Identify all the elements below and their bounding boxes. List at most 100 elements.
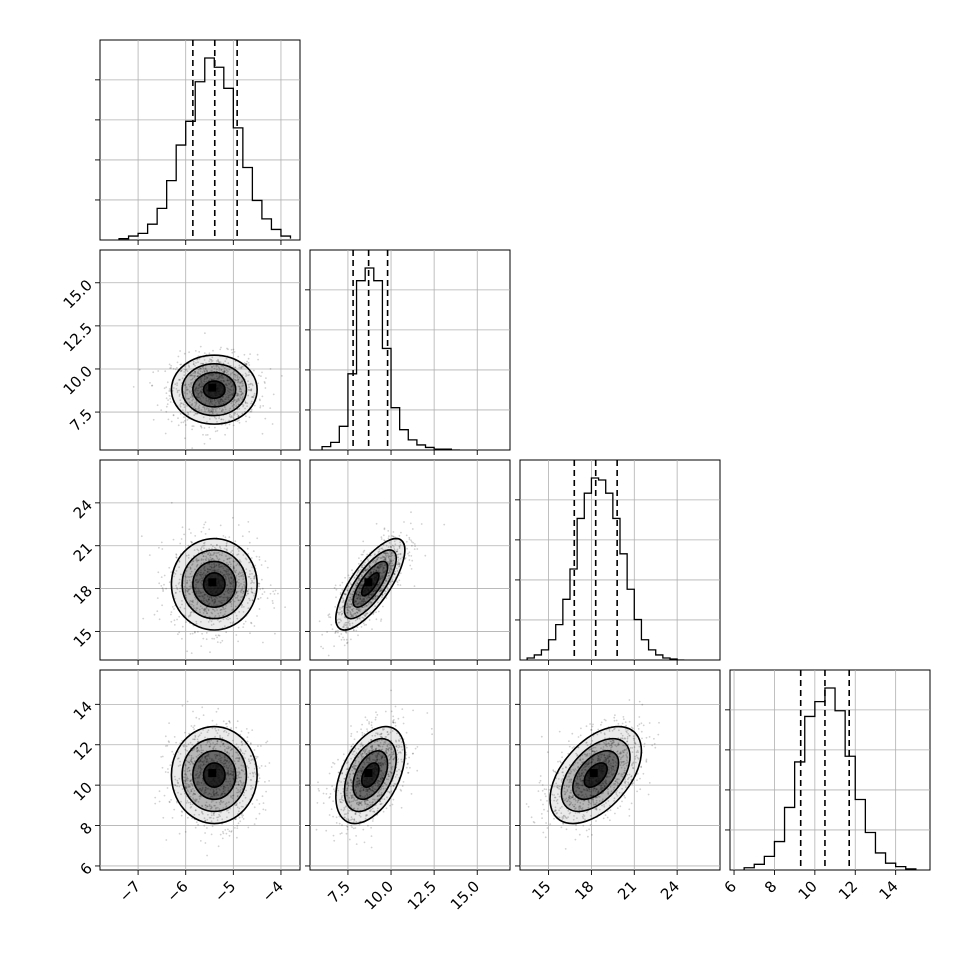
sample-point bbox=[375, 569, 378, 572]
sample-point bbox=[380, 618, 383, 621]
sample-point bbox=[358, 783, 361, 785]
sample-point bbox=[248, 541, 251, 544]
sample-point bbox=[240, 390, 243, 393]
sample-point bbox=[179, 350, 182, 352]
sample-point bbox=[236, 806, 239, 809]
sample-point bbox=[375, 569, 377, 572]
sample-point bbox=[190, 790, 193, 793]
sample-point bbox=[197, 387, 200, 390]
sample-point bbox=[225, 617, 228, 620]
sample-point bbox=[377, 570, 380, 573]
sample-point bbox=[205, 610, 208, 613]
sample-point bbox=[346, 826, 349, 828]
sample-point bbox=[388, 559, 391, 562]
sample-point bbox=[212, 792, 215, 794]
sample-point bbox=[231, 622, 234, 625]
sample-point bbox=[206, 758, 209, 760]
sample-point bbox=[224, 423, 227, 426]
sample-point bbox=[224, 401, 227, 404]
sample-point bbox=[258, 583, 261, 585]
sample-point bbox=[231, 599, 234, 601]
sample-point bbox=[199, 573, 202, 576]
sample-point bbox=[356, 611, 358, 614]
sample-point bbox=[349, 607, 351, 609]
sample-point bbox=[204, 332, 206, 335]
sample-point bbox=[243, 591, 245, 593]
sample-point bbox=[188, 761, 191, 764]
sample-point bbox=[190, 581, 193, 584]
sample-point bbox=[387, 588, 389, 591]
sample-point bbox=[377, 583, 380, 586]
sample-point bbox=[372, 593, 374, 595]
sample-point bbox=[216, 739, 219, 742]
sample-point bbox=[204, 786, 207, 789]
histogram-1 bbox=[321, 267, 460, 450]
sample-point bbox=[226, 558, 229, 560]
sample-point bbox=[211, 359, 214, 362]
sample-point bbox=[203, 783, 205, 785]
sample-point bbox=[234, 597, 237, 599]
sample-point bbox=[340, 619, 342, 622]
sample-point bbox=[396, 563, 399, 566]
sample-point bbox=[209, 377, 212, 380]
sample-point bbox=[359, 795, 361, 797]
sample-point bbox=[205, 786, 207, 789]
sample-point bbox=[246, 360, 249, 363]
sample-point bbox=[351, 622, 354, 625]
sample-point bbox=[192, 763, 195, 765]
sample-point bbox=[384, 558, 386, 561]
sample-point bbox=[201, 760, 204, 763]
sample-point bbox=[222, 762, 225, 765]
sample-point bbox=[225, 778, 227, 781]
hist-panel-1 bbox=[305, 249, 511, 455]
sample-point bbox=[183, 773, 186, 776]
sample-point bbox=[193, 375, 196, 377]
sample-point bbox=[257, 780, 260, 783]
sample-point bbox=[214, 604, 217, 607]
sample-point bbox=[228, 557, 231, 560]
sample-point bbox=[210, 543, 213, 546]
sample-point bbox=[249, 577, 252, 580]
sample-point bbox=[200, 558, 203, 560]
sample-point bbox=[382, 569, 384, 572]
sample-point bbox=[204, 819, 207, 822]
sample-point bbox=[245, 728, 248, 730]
sample-point bbox=[179, 542, 182, 545]
sample-point bbox=[361, 752, 364, 755]
sample-point bbox=[230, 381, 233, 383]
sample-point bbox=[424, 554, 427, 557]
sample-point bbox=[158, 790, 161, 793]
sample-point bbox=[214, 735, 217, 738]
sample-point bbox=[227, 568, 230, 571]
sample-point bbox=[381, 565, 384, 567]
sample-point bbox=[211, 637, 214, 640]
sample-point bbox=[185, 576, 187, 578]
sample-point bbox=[175, 554, 178, 556]
sample-point bbox=[224, 792, 227, 795]
sample-point bbox=[203, 759, 206, 762]
sample-point bbox=[204, 789, 207, 792]
sample-point bbox=[227, 811, 230, 814]
sample-point bbox=[219, 546, 222, 549]
contour-line bbox=[202, 762, 226, 788]
sample-point bbox=[211, 599, 214, 602]
sample-point bbox=[405, 540, 408, 543]
sample-point bbox=[213, 398, 216, 401]
sample-point bbox=[202, 637, 205, 640]
sample-point bbox=[172, 538, 175, 541]
sample-point bbox=[194, 390, 197, 393]
sample-point bbox=[277, 592, 279, 595]
sample-point bbox=[201, 756, 204, 758]
sample-point bbox=[247, 374, 249, 377]
sample-point bbox=[224, 610, 227, 613]
sample-point bbox=[229, 590, 231, 593]
sample-point bbox=[215, 792, 218, 794]
sample-point bbox=[240, 769, 243, 771]
sample-point bbox=[195, 773, 198, 775]
sample-point bbox=[205, 801, 208, 804]
sample-point bbox=[357, 594, 360, 596]
sample-point bbox=[189, 572, 192, 575]
sample-point bbox=[355, 600, 357, 603]
sample-point bbox=[214, 600, 217, 602]
sample-point bbox=[194, 364, 196, 367]
